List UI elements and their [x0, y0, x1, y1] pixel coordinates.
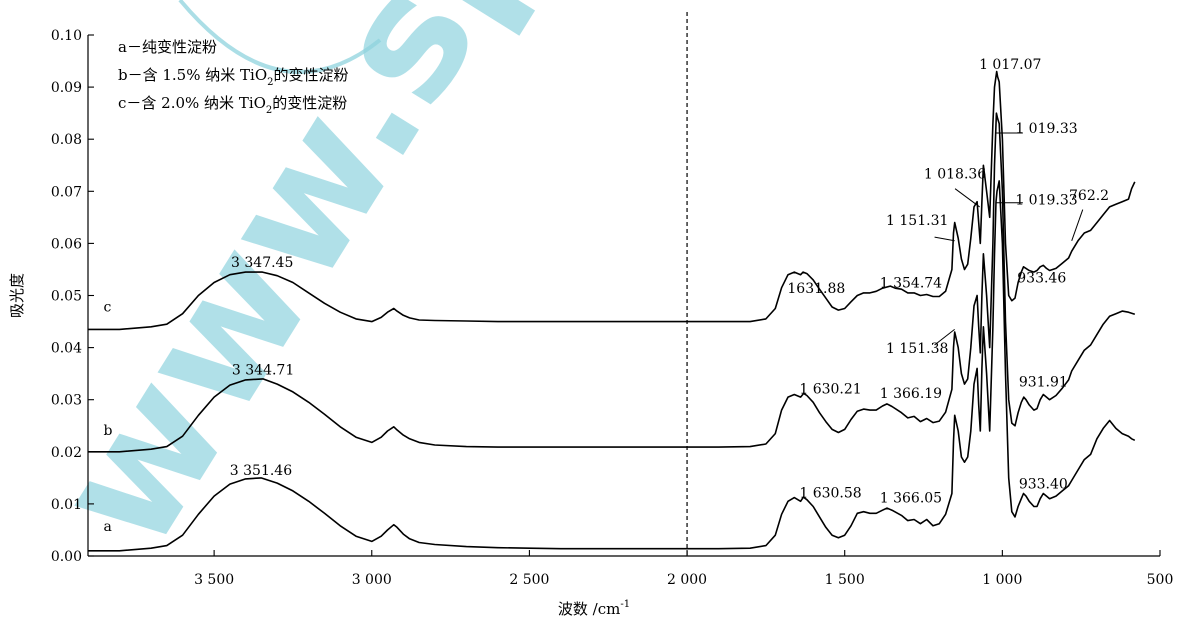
- peak-label-0: 3 351.46: [230, 463, 292, 479]
- peak-label-18: 762.2: [1069, 188, 1109, 204]
- legend-entry-2-suffix: 的变性淀粉: [272, 94, 347, 112]
- peak-label-10: 931.91: [1019, 375, 1068, 391]
- legend-entry-2-text: c－含 2.0% 纳米 TiO: [118, 94, 266, 112]
- y-tick-label-0: 0.00: [51, 549, 82, 565]
- watermark: www.spm: [17, 0, 675, 582]
- x-tick-label-1: 3 000: [352, 572, 392, 588]
- x-tick-label-4: 1 500: [825, 572, 865, 588]
- y-tick-label-5: 0.05: [51, 289, 82, 305]
- y-tick-label-1: 0.01: [51, 497, 82, 513]
- y-tick-label-8: 0.08: [51, 132, 82, 148]
- x-tick-label-3: 2 000: [667, 572, 707, 588]
- y-tick-label-4: 0.04: [51, 341, 82, 357]
- curve-label-b: b: [103, 423, 112, 439]
- legend-entry-0-text: a－纯变性淀粉: [118, 38, 217, 56]
- series-c-line: [88, 70, 1136, 331]
- y-axis-title: 吸光度: [8, 273, 26, 318]
- watermark-text: www.spm: [17, 0, 675, 582]
- peak-label-11: 933.46: [1017, 270, 1066, 286]
- legend-entry-1-suffix: 的变性淀粉: [274, 66, 349, 84]
- y-tick-label-10: 0.10: [51, 28, 82, 44]
- y-tick-label-2: 0.02: [51, 445, 82, 461]
- peak-label-2: 3 347.45: [231, 255, 293, 271]
- leader-line-5: [1071, 209, 1084, 241]
- series-a-line: [88, 180, 1136, 552]
- peak-label-3: 1 630.58: [799, 486, 861, 502]
- watermark-stroke: [178, 0, 382, 74]
- x-tick-label-5: 1 000: [982, 572, 1022, 588]
- peak-label-16: 1 019.33: [1015, 121, 1077, 137]
- legend-entry-2: c－含 2.0% 纳米 TiO2的变性淀粉: [118, 94, 347, 116]
- x-axis-title-superscript: -1: [620, 599, 630, 610]
- leader-line-2: [954, 188, 980, 208]
- peak-label-7: 1 366.19: [880, 386, 942, 402]
- spectrum-curves: [88, 70, 1136, 552]
- x-tick-label-2: 2 500: [509, 572, 549, 588]
- peak-label-13: 1 151.31: [886, 213, 948, 229]
- y-tick-label-9: 0.09: [51, 80, 82, 96]
- legend-entry-2-subscript: 2: [266, 105, 272, 116]
- peak-label-9: 933.40: [1019, 476, 1068, 492]
- peak-label-4: 1 630.21: [799, 381, 861, 397]
- legend-entry-1-subscript: 2: [267, 77, 273, 88]
- peak-label-1: 3 344.71: [232, 363, 294, 379]
- legend-entry-1: b－含 1.5% 纳米 TiO2的变性淀粉: [118, 66, 349, 88]
- x-tick-label-0: 3 500: [194, 572, 234, 588]
- y-tick-label-6: 0.06: [51, 236, 82, 252]
- x-tick-label-6: 500: [1147, 572, 1174, 588]
- series-b-line: [88, 112, 1136, 453]
- peak-label-6: 1 366.05: [880, 490, 942, 506]
- y-tick-label-3: 0.03: [51, 393, 82, 409]
- curve-label-c: c: [103, 299, 111, 315]
- leader-line-0: [934, 328, 955, 346]
- leader-line-1: [934, 236, 955, 242]
- curve-label-a: a: [103, 519, 111, 535]
- x-axis-title: 波数 /cm-1: [558, 599, 630, 618]
- peak-annotations: a b c 3 351.46 3 344.71 3 347.45 1 630.58 1 630…: [103, 57, 1109, 535]
- peak-label-17: 1 017.07: [979, 57, 1041, 73]
- axes: 0.00 0.01 0.02 0.03 0.04 0.05 0.06 0.07 0.08 0.09…: [8, 12, 1173, 618]
- legend-entry-1-text: b－含 1.5% 纳米 TiO: [118, 66, 267, 84]
- peak-label-8: 1 354.74: [880, 276, 942, 292]
- peak-label-5: 1631.88: [787, 281, 845, 297]
- peak-label-14: 1 018.36: [924, 166, 986, 182]
- legend-entry-0: a－纯变性淀粉: [118, 38, 217, 56]
- peak-label-15: 1 019.33: [1015, 192, 1077, 208]
- y-tick-label-7: 0.07: [51, 184, 82, 200]
- peak-label-12: 1 151.38: [886, 341, 948, 357]
